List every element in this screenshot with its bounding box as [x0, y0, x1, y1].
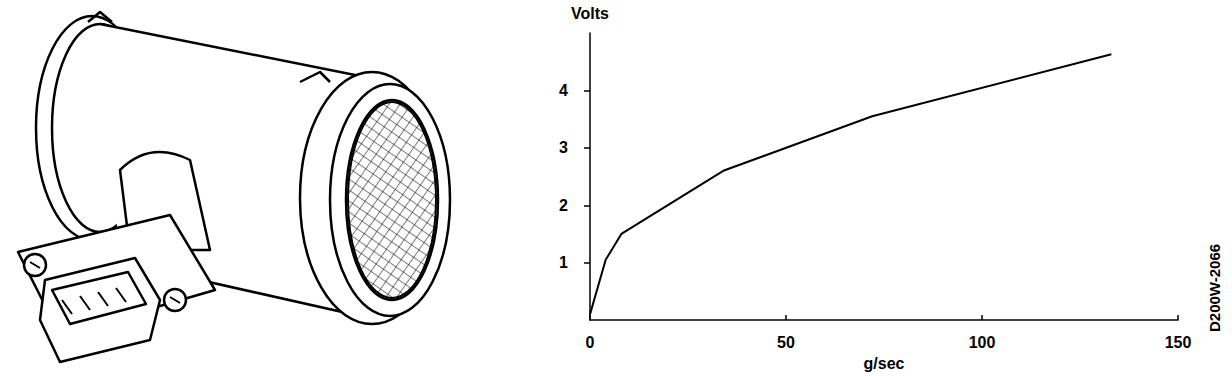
svg-text:D200W-2066: D200W-2066 [1206, 244, 1223, 332]
svg-text:2: 2 [559, 197, 568, 214]
svg-text:50: 50 [777, 334, 795, 351]
svg-text:0: 0 [586, 334, 595, 351]
svg-text:3: 3 [559, 139, 568, 156]
svg-text:4: 4 [559, 82, 568, 99]
svg-text:g/sec: g/sec [864, 355, 905, 372]
svg-text:Volts: Volts [571, 5, 609, 22]
svg-text:100: 100 [969, 334, 996, 351]
svg-text:1: 1 [559, 254, 568, 271]
svg-text:150: 150 [1165, 334, 1192, 351]
